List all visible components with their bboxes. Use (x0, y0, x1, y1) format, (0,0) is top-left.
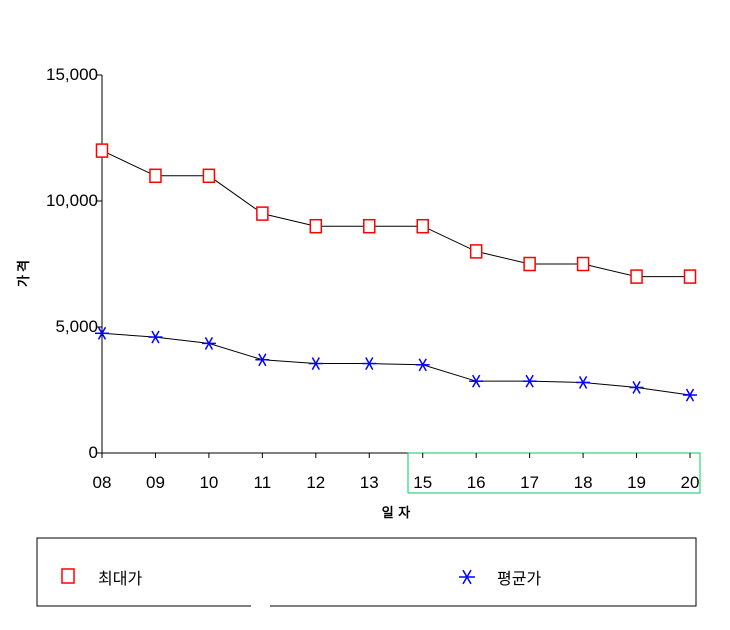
x-tick-label: 16 (467, 473, 486, 492)
series-line-1 (101, 150, 690, 278)
legend-marker-asterisk (459, 569, 475, 585)
y-tick-label: 10,000 (46, 191, 98, 210)
x-tick-label: 10 (199, 473, 218, 492)
highlight-box (407, 452, 701, 494)
legend: 최대가 평균가 (36, 537, 697, 607)
data-point-square (202, 168, 216, 184)
data-point-asterisk (683, 388, 697, 402)
data-point-square (469, 244, 483, 259)
legend-marker-square (61, 568, 75, 584)
x-tick-label: 18 (574, 473, 593, 492)
data-point-asterisk (255, 353, 270, 367)
x-ticks: 08 09 10 11 12 13 15 16 17 18 19 20 (93, 453, 700, 492)
data-point-asterisk (415, 358, 430, 372)
x-tick-label: 11 (254, 473, 272, 492)
data-point-square (683, 269, 697, 284)
data-point-square (95, 143, 109, 158)
data-point-asterisk (95, 326, 109, 340)
data-point-square (309, 218, 323, 234)
data-point-square (256, 206, 269, 221)
legend-asterisk-shape (459, 569, 475, 585)
data-point-asterisk (522, 374, 537, 388)
data-point-asterisk (201, 336, 216, 350)
x-tick-label: 08 (93, 473, 112, 492)
y-axis-label: 가격 (17, 257, 32, 287)
y-ticks: 0 5,000 10,000 15,000 (46, 65, 102, 462)
series-line-2 (101, 332, 691, 396)
series-markers (95, 143, 697, 402)
data-point-square (576, 256, 590, 272)
y-tick-label: 15,000 (46, 65, 98, 84)
data-point-asterisk (576, 376, 591, 389)
data-point-asterisk (629, 381, 644, 394)
data-point-asterisk (308, 357, 323, 370)
legend-frame (36, 537, 697, 607)
data-point-asterisk (148, 330, 163, 344)
series-lines (101, 150, 691, 396)
x-tick-label: 19 (627, 473, 646, 492)
data-point-asterisk (362, 357, 377, 370)
data-point-square (363, 218, 376, 234)
y-tick-label: 0 (89, 443, 98, 462)
x-tick-label: 09 (146, 473, 165, 492)
legend-label-avg-price: 평균가 (497, 569, 541, 588)
x-tick-label: 12 (306, 473, 325, 492)
x-tick-label: 15 (413, 473, 432, 492)
y-tick-label: 5,000 (55, 317, 98, 336)
legend-label-max-price: 최대가 (98, 569, 142, 588)
data-point-square (630, 269, 643, 284)
x-tick-label: 17 (520, 473, 539, 492)
data-point-square (416, 218, 429, 234)
data-point-square (149, 168, 162, 184)
x-tick-label: 20 (681, 473, 700, 492)
axes (101, 75, 690, 454)
data-point-asterisk (469, 374, 484, 388)
x-tick-label: 13 (360, 473, 379, 492)
data-point-square (523, 256, 536, 272)
x-axis-label: 일 자 (382, 506, 410, 521)
